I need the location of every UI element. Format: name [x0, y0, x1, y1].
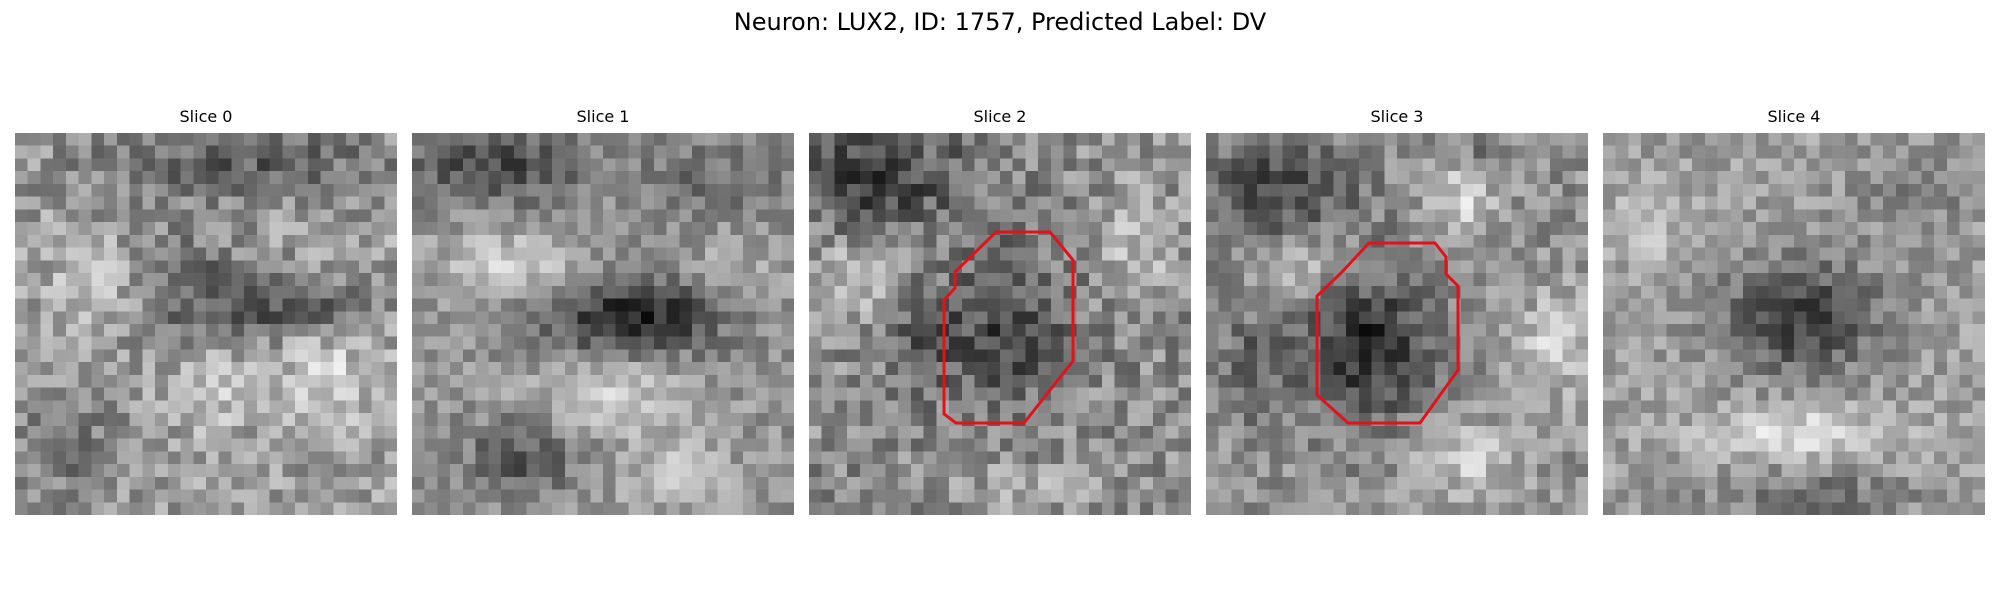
slice-image [15, 133, 397, 515]
slice-panel-4: Slice 4 [1603, 106, 1985, 515]
slice-image [809, 133, 1191, 515]
slice-image-frame [1206, 133, 1588, 515]
slice-image [1603, 133, 1985, 515]
slice-image [412, 133, 794, 515]
slice-title: Slice 3 [1370, 107, 1424, 126]
roi-outline [1315, 241, 1460, 425]
slice-panel-2: Slice 2 [809, 106, 1191, 515]
slice-panel-3: Slice 3 [1206, 106, 1588, 515]
figure-title: Neuron: LUX2, ID: 1757, Predicted Label:… [733, 8, 1267, 36]
slice-panel-0: Slice 0 [15, 106, 397, 515]
slice-title: Slice 1 [576, 107, 630, 126]
roi-outline [942, 230, 1075, 425]
roi-overlay [942, 230, 1075, 425]
slice-image-frame [1603, 133, 1985, 515]
slice-title: Slice 4 [1767, 107, 1821, 126]
slice-panel-1: Slice 1 [412, 106, 794, 515]
slice-image [1206, 133, 1588, 515]
slice-image-frame [412, 133, 794, 515]
roi-overlay [1315, 241, 1460, 425]
slice-title: Slice 2 [973, 107, 1027, 126]
slice-title: Slice 0 [179, 107, 233, 126]
slice-image-frame [15, 133, 397, 515]
slice-image-frame [809, 133, 1191, 515]
